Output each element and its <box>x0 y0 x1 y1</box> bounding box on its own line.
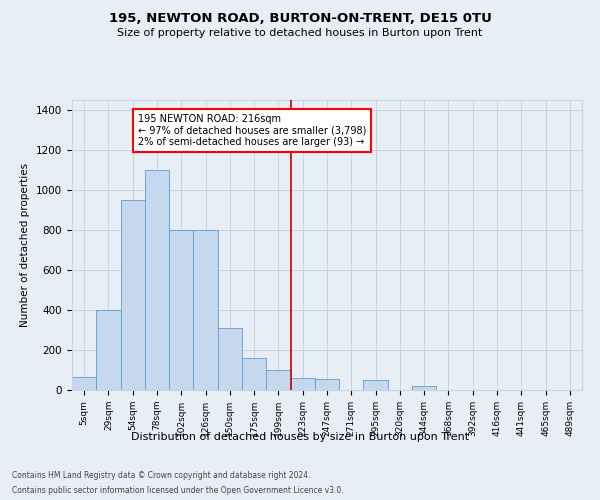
Bar <box>193 230 218 390</box>
Bar <box>364 380 388 390</box>
Bar <box>96 310 121 390</box>
Bar <box>266 370 290 390</box>
Bar <box>169 230 193 390</box>
Text: Contains public sector information licensed under the Open Government Licence v3: Contains public sector information licen… <box>12 486 344 495</box>
Text: 195 NEWTON ROAD: 216sqm
← 97% of detached houses are smaller (3,798)
2% of semi-: 195 NEWTON ROAD: 216sqm ← 97% of detache… <box>137 114 366 147</box>
Bar <box>242 358 266 390</box>
Text: Contains HM Land Registry data © Crown copyright and database right 2024.: Contains HM Land Registry data © Crown c… <box>12 471 311 480</box>
Bar <box>412 386 436 390</box>
Bar <box>145 170 169 390</box>
Text: 195, NEWTON ROAD, BURTON-ON-TRENT, DE15 0TU: 195, NEWTON ROAD, BURTON-ON-TRENT, DE15 … <box>109 12 491 26</box>
Bar <box>315 379 339 390</box>
Text: Size of property relative to detached houses in Burton upon Trent: Size of property relative to detached ho… <box>118 28 482 38</box>
Y-axis label: Number of detached properties: Number of detached properties <box>20 163 31 327</box>
Bar <box>290 378 315 390</box>
Bar <box>72 377 96 390</box>
Bar <box>218 328 242 390</box>
Text: Distribution of detached houses by size in Burton upon Trent: Distribution of detached houses by size … <box>131 432 469 442</box>
Bar <box>121 200 145 390</box>
